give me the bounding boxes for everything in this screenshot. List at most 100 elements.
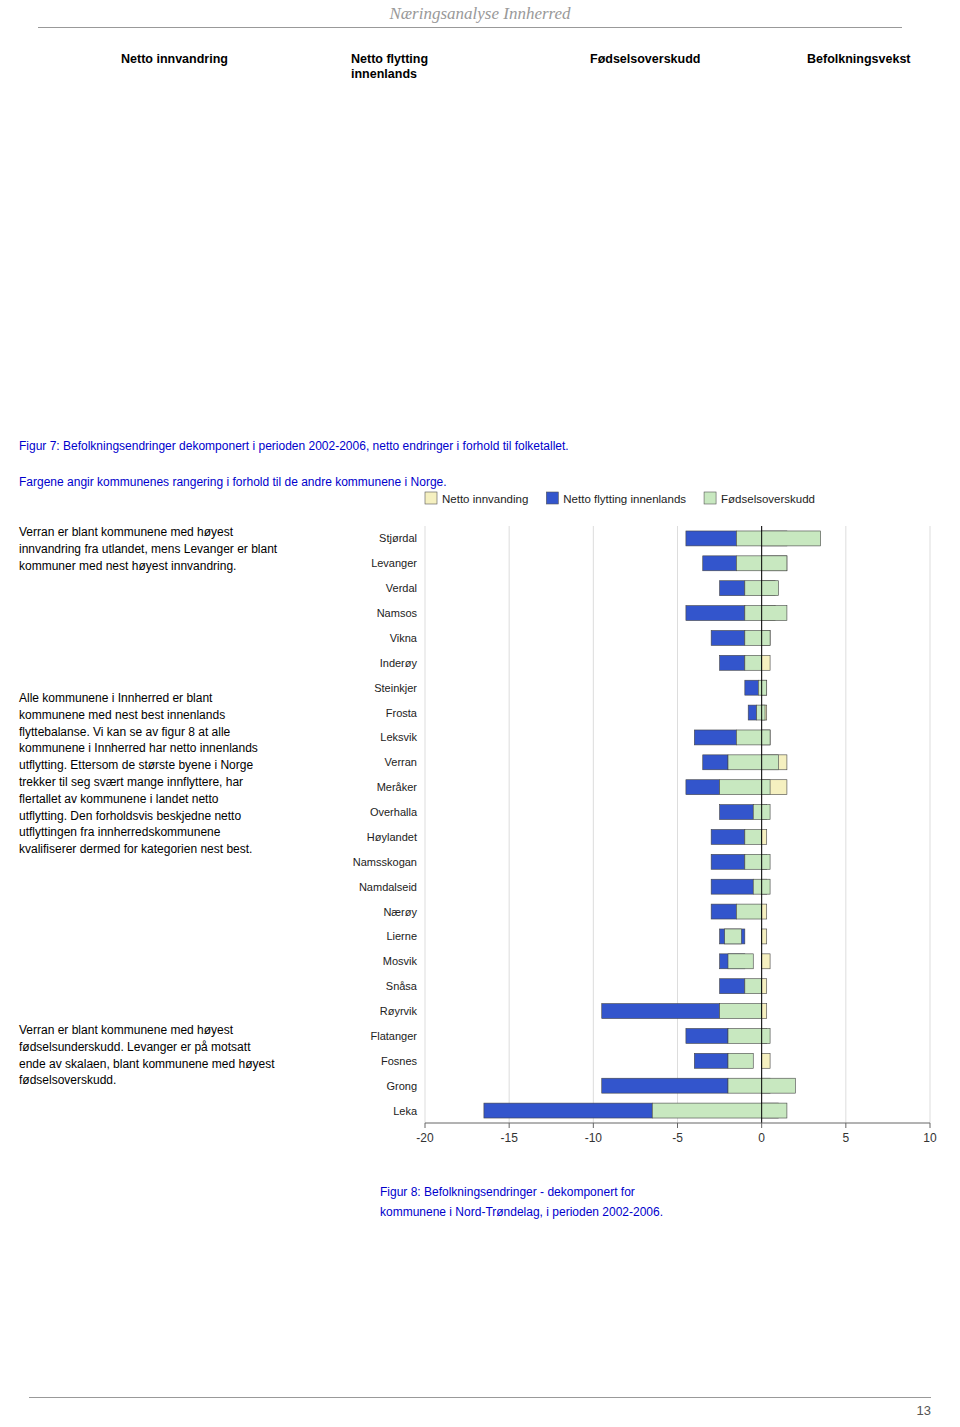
legend-label: Netto innvanding [442,493,528,505]
bar [703,755,728,770]
bar [686,780,720,795]
bar [728,1028,770,1043]
bar [736,531,820,546]
y-tick-label: Levanger [371,557,417,569]
x-tick-label: -10 [585,1131,603,1145]
x-axis [425,1123,930,1124]
bar [762,1004,767,1019]
bar-chart: -20-15-10-50510StjørdalLevangerVerdalNam… [330,478,950,1168]
y-tick-label: Namsskogan [353,856,417,868]
bar [728,954,753,969]
body-text: Verran er blant kommunene med høyest inn… [19,524,329,574]
x-tick-label: -5 [672,1131,683,1145]
bars [484,531,821,1118]
bar [728,1053,753,1068]
bar [686,1028,728,1043]
tick-mark [425,1123,426,1128]
bar [745,655,762,670]
bar [728,755,779,770]
bar [694,730,736,745]
grid-line [845,526,846,1123]
bar [720,979,745,994]
chart-caption: Figur 8: Befolkningsendringer - dekompon… [380,1184,635,1201]
bar [736,904,761,919]
bar [686,606,745,621]
bar [711,630,745,645]
y-tick-label: Namsos [377,607,418,619]
bar [745,680,758,695]
grid-line [677,526,678,1123]
bar [745,854,770,869]
header-rule [38,27,902,28]
y-tick-label: Meråker [377,781,418,793]
y-tick-label: Leka [393,1105,418,1117]
bar [758,680,766,695]
tick-mark [930,1123,931,1128]
y-tick-label: Røyrvik [380,1005,418,1017]
bar [757,705,765,720]
figure-caption: Fargene angir kommunenes rangering i for… [19,474,949,491]
tick-mark [677,1123,678,1128]
y-tick-label: Lierne [386,930,417,942]
y-tick-label: Verran [385,756,417,768]
bar [762,1053,770,1068]
bar [720,929,745,944]
bar [703,556,737,571]
bar [711,879,753,894]
legend: Netto innvanding Netto flytting innenland… [425,492,815,505]
bar [720,655,745,670]
x-tick-label: -15 [500,1131,518,1145]
y-tick-label: Leksvik [380,731,417,743]
x-tick-label: 10 [923,1131,937,1145]
bar [745,979,762,994]
y-tick-label: Nærøy [383,906,417,918]
y-tick-label: Vikna [390,632,418,644]
legend-label: Netto flytting innenlands [563,493,686,505]
bar [745,630,770,645]
map-label: Netto flytting innenlands [351,52,428,82]
bar [711,904,736,919]
zero-line [761,526,762,1123]
bar [720,780,771,795]
map-label: Fødselsoverskudd [590,52,700,67]
grid-line [509,526,510,1123]
x-tick-label: -20 [416,1131,434,1145]
tick-mark [593,1123,594,1128]
y-tick-label: Flatanger [371,1030,418,1042]
x-tick-label: 5 [842,1131,849,1145]
legend-label: Fødselsoverskudd [721,493,815,505]
y-tick-label: Mosvik [383,955,418,967]
legend-swatch [546,492,558,504]
y-tick-label: Stjørdal [379,532,417,544]
y-tick-label: Namdalseid [359,881,417,893]
bar [720,805,754,820]
bar [745,829,762,844]
bar [748,705,756,720]
tick-mark [845,1123,846,1128]
bar [762,904,767,919]
y-tick-label: Høylandet [367,831,417,843]
y-tick-label: Grong [386,1080,417,1092]
bar [720,1004,762,1019]
bar [686,531,737,546]
bar [711,854,745,869]
grid-line [425,526,426,1123]
footer-rule [29,1397,931,1398]
figure-caption: Figur 7: Befolkningsendringer dekomponer… [19,438,949,455]
bar [762,954,770,969]
bar [652,1103,787,1118]
page-title: Næringsanalyse Innherred [0,2,960,26]
body-text: Alle kommunene i Innherred er blant komm… [19,690,329,858]
bar [725,929,742,944]
grid-line [761,526,762,1123]
bar [745,606,787,621]
bar [484,1103,652,1118]
bar [602,1078,728,1093]
y-tick-label: Verdal [386,582,417,594]
y-tick-label: Frosta [386,707,418,719]
y-tick-label: Inderøy [380,657,418,669]
bar [762,929,767,944]
y-tick-label: Steinkjer [374,682,417,694]
y-tick-label: Overhalla [370,806,418,818]
map-label: Netto innvandring [121,52,228,67]
